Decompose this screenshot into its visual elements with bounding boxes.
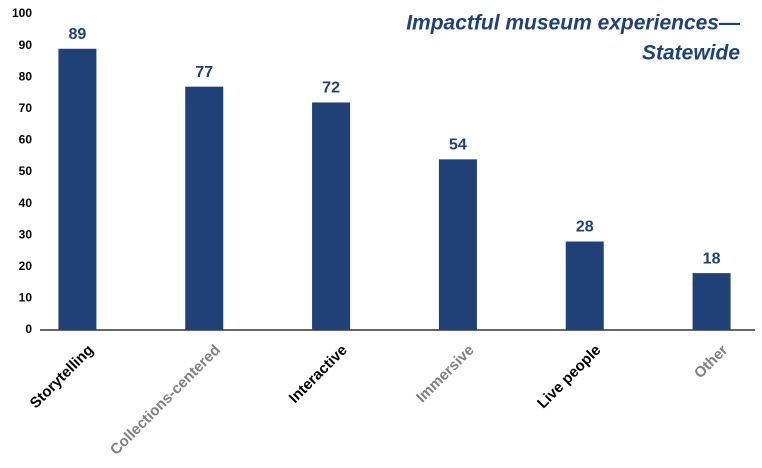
x-tick-label: Interactive	[286, 342, 351, 407]
y-tick-label: 90	[19, 38, 33, 52]
y-tick-label: 100	[12, 6, 32, 20]
y-tick-label: 50	[19, 164, 33, 178]
y-tick-label: 80	[19, 69, 33, 83]
y-tick-label: 20	[19, 259, 33, 273]
x-tick-label: Storytelling	[27, 342, 97, 412]
chart-title: Impactful museum experiences—	[406, 12, 741, 35]
y-tick-label: 30	[19, 227, 33, 241]
bar	[58, 48, 97, 330]
bar	[692, 273, 731, 330]
value-label: 72	[322, 80, 340, 97]
chart-title: Statewide	[642, 42, 740, 65]
bar	[438, 159, 477, 330]
y-tick-label: 40	[19, 196, 33, 210]
x-tick-label: Other	[691, 342, 731, 382]
y-tick-label: 10	[19, 291, 33, 305]
y-tick-label: 0	[25, 322, 32, 336]
bar	[312, 102, 351, 330]
bar	[185, 86, 224, 331]
x-tick-label: Live people	[534, 342, 604, 412]
value-label: 89	[69, 26, 87, 43]
value-label: 18	[703, 250, 721, 267]
x-tick-label: Collections-centered	[107, 342, 224, 459]
value-label: 77	[195, 64, 213, 81]
y-tick-label: 70	[19, 101, 33, 115]
value-label: 28	[576, 219, 594, 236]
x-tick-label: Immersive	[413, 342, 478, 407]
y-tick-label: 60	[19, 133, 33, 147]
value-label: 54	[449, 137, 467, 154]
bar	[565, 241, 604, 330]
